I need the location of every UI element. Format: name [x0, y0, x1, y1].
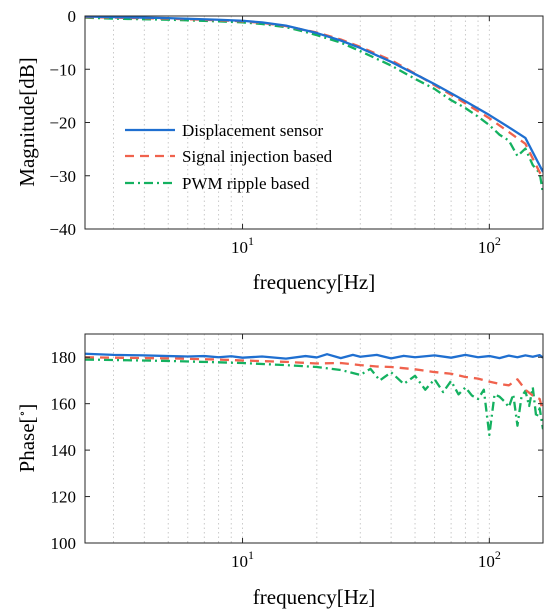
magnitude-x-axis-label: frequency[Hz] — [253, 270, 375, 294]
phase-series-group — [85, 352, 543, 437]
magnitude-panel: 0−10−20−30−40 101 102 frequency[Hz] Magni… — [15, 7, 544, 294]
x-tick-base: 10 — [478, 552, 495, 571]
x-tick-exponent: 2 — [495, 548, 501, 562]
legend-label-pwm-ripple: PWM ripple based — [182, 174, 310, 193]
series-line-pwm-ripple-based — [85, 358, 543, 437]
phase-y-ticks: 100 120 140 160 180 — [51, 348, 543, 553]
magnitude-plot-area — [85, 16, 543, 229]
series-line-displacement-sensor — [85, 16, 543, 173]
x-tick-exponent: 1 — [248, 234, 254, 248]
x-tick-label: 101 — [231, 234, 254, 257]
magnitude-x-ticks: 101 102 — [231, 16, 501, 257]
phase-grid — [113, 334, 490, 543]
legend: Displacement sensor Signal injection bas… — [125, 121, 333, 193]
x-tick-label: 102 — [478, 234, 501, 257]
series-line-signal-injection-based — [85, 356, 543, 413]
phase-y-axis-label: Phase[∘] — [15, 404, 39, 473]
y-tick-label: 160 — [51, 395, 77, 414]
y-tick-label: 140 — [51, 441, 77, 460]
phase-plot-area — [85, 334, 543, 543]
phase-y-axis-label-end: ] — [15, 404, 39, 411]
y-tick-label: 0 — [68, 7, 77, 26]
x-tick-exponent: 1 — [248, 548, 254, 562]
y-tick-label: 120 — [51, 488, 77, 507]
x-tick-exponent: 2 — [495, 234, 501, 248]
series-line-displacement-sensor — [85, 352, 543, 360]
x-tick-base: 10 — [231, 552, 248, 571]
y-tick-label: −30 — [49, 167, 76, 186]
magnitude-series-group — [85, 16, 543, 194]
y-tick-label: 100 — [51, 534, 77, 553]
magnitude-y-axis-label: Magnitude[dB] — [15, 57, 39, 186]
legend-label-signal-injection: Signal injection based — [182, 147, 333, 166]
phase-axes-box — [84, 333, 544, 544]
y-tick-label: −20 — [49, 114, 76, 133]
y-tick-label: 180 — [51, 348, 77, 367]
x-tick-label: 101 — [231, 548, 254, 571]
phase-x-axis-label: frequency[Hz] — [253, 585, 375, 609]
phase-x-ticks: 101 102 — [231, 334, 501, 571]
magnitude-y-ticks: 0 −10 −20 −30 −40 — [49, 7, 543, 239]
phase-y-axis-label-degree: ∘ — [15, 411, 29, 417]
x-tick-base: 10 — [231, 238, 248, 257]
y-tick-label: −10 — [49, 60, 76, 79]
x-tick-label: 102 — [478, 548, 501, 571]
x-tick-base: 10 — [478, 238, 495, 257]
phase-y-axis-label-main: Phase[ — [15, 416, 39, 472]
y-tick-label: −40 — [49, 220, 76, 239]
legend-label-displacement-sensor: Displacement sensor — [182, 121, 323, 140]
